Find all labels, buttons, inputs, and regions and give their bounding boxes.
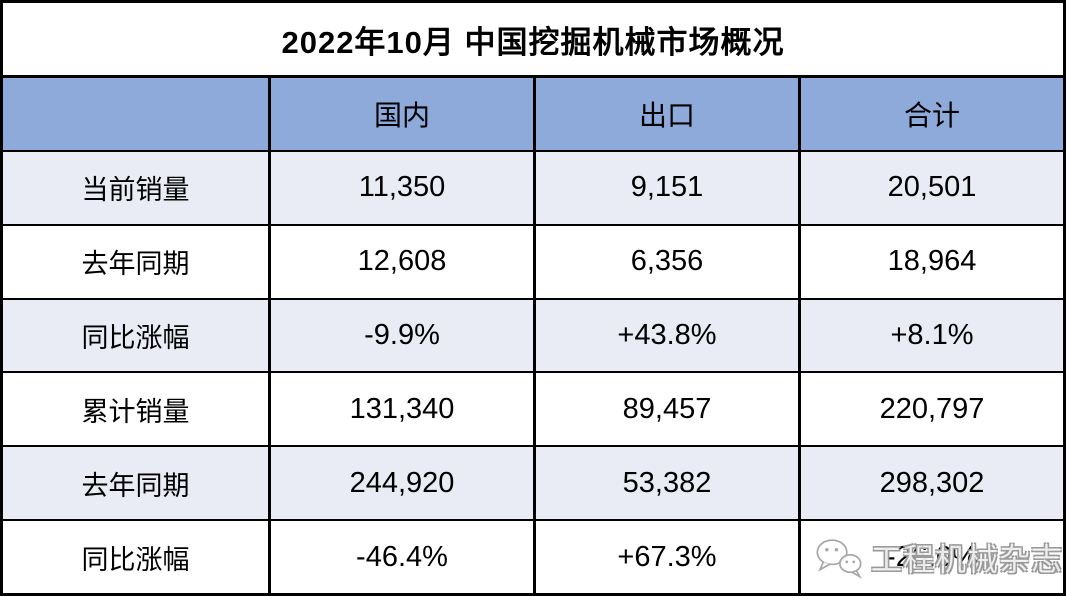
header-cell-domestic: 国内: [268, 78, 533, 150]
cell-lastyear-cum-export: 53,382: [533, 447, 798, 520]
cell-lastyear-cum-total: 298,302: [798, 447, 1063, 520]
table-title: 2022年10月 中国挖掘机械市场概况: [281, 24, 785, 60]
cell-cumulative-domestic: 131,340: [268, 373, 533, 446]
cell-yoy-total: +8.1%: [798, 299, 1063, 372]
table-row: 当前销量 11,350 9,151 20,501: [3, 151, 1063, 226]
cell-lastyear-cum-domestic: 244,920: [268, 447, 533, 520]
table-row: 同比涨幅 -9.9% +43.8% +8.1%: [3, 299, 1063, 374]
cell-yoy-cum-domestic: -46.4%: [268, 521, 533, 594]
header-cell-export: 出口: [533, 78, 798, 150]
header-cell-total: 合计: [798, 78, 1063, 150]
cell-current-total: 20,501: [798, 151, 1063, 224]
wechat-icon: [816, 538, 863, 579]
table-row: 去年同期 244,920 53,382 298,302: [3, 447, 1063, 522]
cell-lastyear-export: 6,356: [533, 225, 798, 298]
cell-yoy-cum-export: +67.3%: [533, 521, 798, 594]
table-row: 累计销量 131,340 89,457 220,797: [3, 373, 1063, 448]
table-row: 同比涨幅 -46.4% +67.3% -26.0%: [3, 521, 1063, 594]
table-row: 去年同期 12,608 6,356 18,964: [3, 225, 1063, 300]
table-header-row: 国内 出口 合计: [3, 78, 1063, 152]
header-cell-blank: [3, 78, 268, 150]
cell-lastyear-domestic: 12,608: [268, 225, 533, 298]
row-label-current-sales: 当前销量: [81, 175, 190, 206]
cell-yoy-export: +43.8%: [533, 299, 798, 372]
row-label-last-year-cumulative: 去年同期: [81, 470, 190, 501]
row-label-yoy-change-cumulative: 同比涨幅: [81, 544, 190, 575]
row-label-cumulative-sales: 累计销量: [81, 396, 190, 427]
cell-yoy-domestic: -9.9%: [268, 299, 533, 372]
row-label-last-year: 去年同期: [81, 249, 190, 280]
cell-yoy-cum-total: -26.0%: [798, 521, 1063, 594]
cell-current-domestic: 11,350: [268, 151, 533, 224]
cell-cumulative-total: 220,797: [798, 373, 1063, 446]
table-title-row: 2022年10月 中国挖掘机械市场概况: [3, 3, 1063, 78]
cell-lastyear-total: 18,964: [798, 225, 1063, 298]
cell-current-export: 9,151: [533, 151, 798, 224]
cell-cumulative-export: 89,457: [533, 373, 798, 446]
row-label-yoy-change: 同比涨幅: [81, 323, 190, 353]
cell-yoy-cum-total-value: -26.0%: [886, 540, 978, 573]
